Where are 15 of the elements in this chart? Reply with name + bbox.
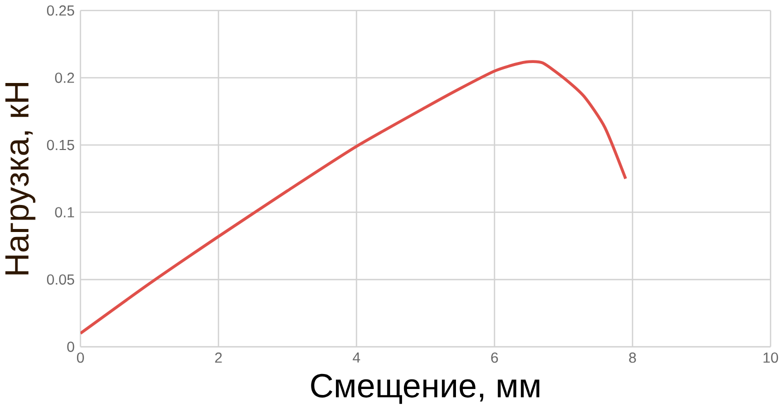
x-tick-label: 10 [764, 352, 778, 363]
line-series [80, 60, 628, 335]
y-tick-label: 0 [67, 341, 74, 352]
y-tick-label: 0.05 [47, 274, 74, 285]
y-tick-label: 0.15 [47, 140, 74, 150]
x-tick-label: 2 [215, 352, 222, 362]
y-axis-title: Нагрузка, кН [5, 82, 36, 274]
x-axis-title: Смещение, мм [311, 374, 540, 404]
x-tick-label: 6 [491, 352, 498, 363]
x-tick-label: 4 [352, 352, 360, 362]
x-tick-label: 0 [76, 352, 84, 363]
y-tick-label: 0.1 [55, 206, 74, 218]
y-tick-label: 0.25 [47, 5, 74, 16]
x-tick-label: 8 [629, 352, 636, 363]
y-tick-label: 0.2 [55, 72, 74, 83]
